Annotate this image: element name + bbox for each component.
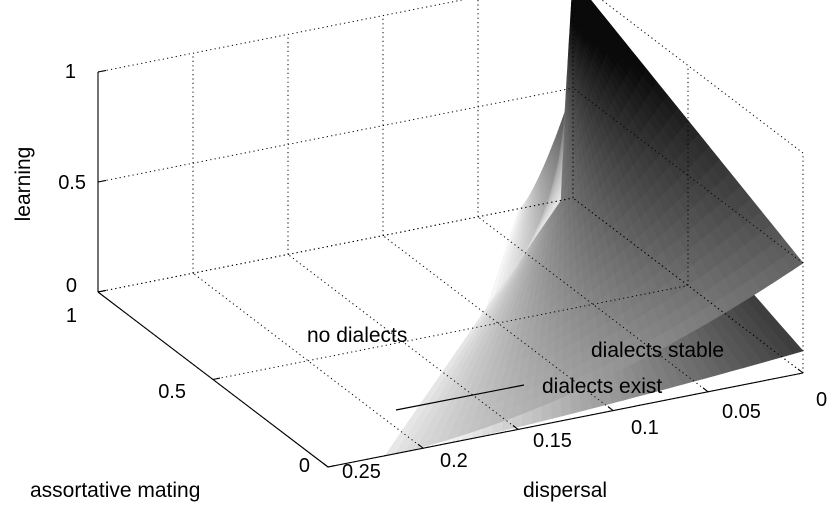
x-tick-label-0.15: 0.15 bbox=[533, 430, 572, 452]
x-axis-line bbox=[327, 372, 804, 468]
grid-line-floor-width bbox=[97, 197, 574, 293]
x-tick-label-0.05: 0.05 bbox=[722, 401, 761, 423]
z-axis-tick bbox=[97, 179, 107, 183]
x-tick-label-0.25: 0.25 bbox=[342, 461, 381, 483]
surface-upper-patch bbox=[580, 0, 583, 3]
annotation-dialects-exist-leader bbox=[395, 384, 525, 411]
surface-upper-patch bbox=[572, 0, 582, 13]
x-axis-tick bbox=[512, 424, 519, 430]
x-axis-tick bbox=[797, 368, 804, 374]
grid-line-back-horizontal bbox=[97, 0, 465, 73]
x-tick-label-0: 0 bbox=[816, 389, 827, 411]
z-tick-label-0.5: 0.5 bbox=[58, 172, 86, 194]
surface-layer bbox=[384, 0, 804, 457]
annotation-dialects-stable: dialects stable bbox=[591, 339, 724, 362]
grid-line-back-horizontal bbox=[97, 87, 574, 183]
surface-upper-patch bbox=[581, 0, 594, 16]
x-axis-tick bbox=[607, 406, 614, 412]
y-axis-title: assortative mating bbox=[30, 479, 200, 502]
axis-layer bbox=[97, 69, 804, 468]
x-axis-title: dispersal bbox=[523, 479, 607, 502]
annotation-no-dialects: no dialects bbox=[307, 324, 407, 347]
x-axis-tick bbox=[322, 462, 329, 468]
surface-upper-patch bbox=[585, 0, 595, 10]
z-tick-label-0: 0 bbox=[66, 275, 77, 297]
x-axis-tick bbox=[702, 387, 709, 393]
annotation-dialects-exist: dialects exist bbox=[542, 375, 662, 398]
x-tick-label-0.2: 0.2 bbox=[440, 450, 468, 472]
y-axis-tick bbox=[97, 290, 106, 293]
x-tick-label-0.1: 0.1 bbox=[631, 417, 659, 439]
z-axis-title: learning bbox=[12, 147, 35, 222]
y-tick-label-0: 0 bbox=[299, 455, 310, 477]
x-axis-tick bbox=[417, 443, 424, 449]
surface-upper-patch bbox=[576, 0, 583, 8]
y-axis-tick bbox=[327, 465, 336, 468]
z-axis-tick bbox=[97, 69, 107, 73]
z-tick-label-1: 1 bbox=[65, 61, 76, 83]
surface-upper-patch bbox=[571, 0, 581, 18]
grid-line-floor-width bbox=[212, 285, 689, 380]
y-axis-tick bbox=[212, 377, 221, 381]
y-tick-label-1: 1 bbox=[66, 305, 77, 327]
y-tick-label-0.5: 0.5 bbox=[158, 381, 186, 403]
